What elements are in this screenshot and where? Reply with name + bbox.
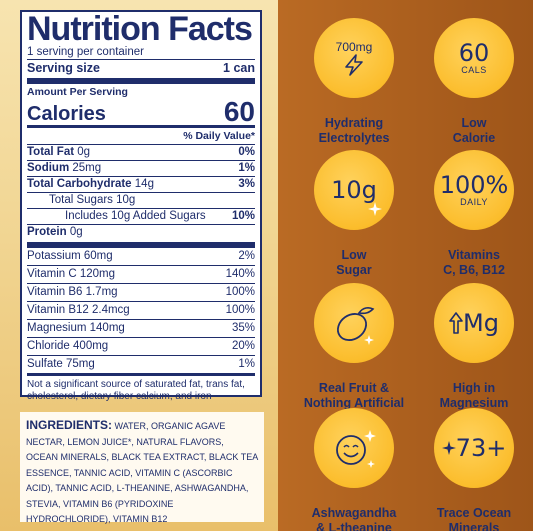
nutrient-row-total-fat: Total Fat 0g 0%	[27, 145, 255, 161]
badge-number: 100%	[439, 171, 509, 199]
smiley-face-icon	[336, 430, 376, 468]
feature-magnesium: Mg High in Magnesium	[414, 283, 533, 411]
feature-ashwagandha: Ashwagandha & L-theanine	[294, 408, 414, 531]
sparkle-icon	[368, 202, 382, 216]
badge-subtext: DAILY	[460, 197, 488, 207]
vitamin-row: Vitamin C 120mg 140%	[27, 266, 255, 284]
feature-vitamins: 100% DAILY Vitamins C, B6, B12	[414, 150, 533, 278]
badge-circle: Mg	[434, 283, 514, 363]
badge-number: 60	[458, 39, 490, 67]
vitamin-row: Potassium 60mg 2%	[27, 248, 255, 266]
badge-number: 10g	[331, 176, 377, 204]
feature-label: Trace Ocean Minerals	[436, 506, 512, 531]
feature-low-calorie: 60 CALS Low Calorie	[414, 18, 533, 146]
lightning-bolt-icon	[345, 54, 363, 76]
nutrient-row-protein: Protein 0g	[27, 225, 255, 248]
up-arrow-icon	[449, 312, 463, 334]
badge-circle	[314, 408, 394, 488]
feature-label: Vitamins C, B6, B12	[443, 248, 505, 277]
badge-circle: 700mg	[314, 18, 394, 98]
feature-label: Low Calorie	[452, 116, 496, 145]
serving-size-row: Serving size 1 can	[27, 60, 255, 84]
vitamin-row: Vitamin B12 2.4mcg 100%	[27, 302, 255, 320]
sparkle-icon	[441, 441, 456, 455]
vitamin-row: Vitamin B6 1.7mg 100%	[27, 284, 255, 302]
servings-per-container: 1 serving per container	[27, 46, 255, 60]
nutrition-facts-label: Nutrition Facts 1 serving per container …	[20, 10, 262, 402]
label-title: Nutrition Facts	[27, 10, 253, 48]
feature-label: Real Fruit & Nothing Artificial	[303, 381, 405, 410]
badge-number: Mg	[463, 309, 499, 337]
feature-label: High in Magnesium	[439, 381, 509, 410]
vitamin-row: Sulfate 75mg 1%	[27, 356, 255, 376]
ingredients-text: WATER, ORGANIC AGAVE NECTAR, LEMON JUICE…	[26, 421, 258, 531]
feature-label: Low Sugar	[336, 248, 372, 277]
badge-circle: 10g	[314, 150, 394, 230]
badge-circle	[314, 283, 394, 363]
vitamin-row: Magnesium 140mg 35%	[27, 320, 255, 338]
feature-hydrating-electrolytes: 700mg Hydrating Electrolytes	[294, 18, 414, 146]
lemon-icon	[337, 307, 375, 345]
badge-circle: 60 CALS	[434, 18, 514, 98]
feature-label: Ashwagandha & L-theanine	[311, 506, 397, 531]
nutrient-row-total-carbohydrate: Total Carbohydrate 14g 3%	[27, 177, 255, 193]
feature-low-sugar: 10g Low Sugar	[294, 150, 414, 278]
nutrient-row-added-sugars: Includes 10g Added Sugars 10%	[27, 209, 255, 225]
nutrient-row-sodium: Sodium 25mg 1%	[27, 161, 255, 177]
daily-value-header: % Daily Value*	[27, 128, 255, 145]
badge-text: 700mg	[335, 40, 373, 54]
vitamin-row: Chloride 400mg 20%	[27, 338, 255, 356]
nutrient-row-total-sugars: Total Sugars 10g	[27, 193, 255, 209]
feature-label: Hydrating Electrolytes	[318, 116, 390, 145]
badge-circle: 73+	[434, 408, 514, 488]
badge-number: 73+	[455, 434, 507, 462]
amount-per-serving: Amount Per Serving	[27, 86, 128, 98]
badge-circle: 100% DAILY	[434, 150, 514, 230]
ingredients-panel: INGREDIENTS: WATER, ORGANIC AGAVE NECTAR…	[20, 412, 264, 531]
label-footnote: Not a significant source of saturated fa…	[27, 379, 245, 402]
calories-row: Calories 60	[27, 96, 255, 128]
badge-subtext: CALS	[461, 65, 487, 75]
feature-real-fruit: Real Fruit & Nothing Artificial	[294, 283, 414, 411]
ingredients-heading: INGREDIENTS:	[26, 418, 113, 432]
feature-trace-minerals: 73+ Trace Ocean Minerals	[414, 408, 533, 531]
